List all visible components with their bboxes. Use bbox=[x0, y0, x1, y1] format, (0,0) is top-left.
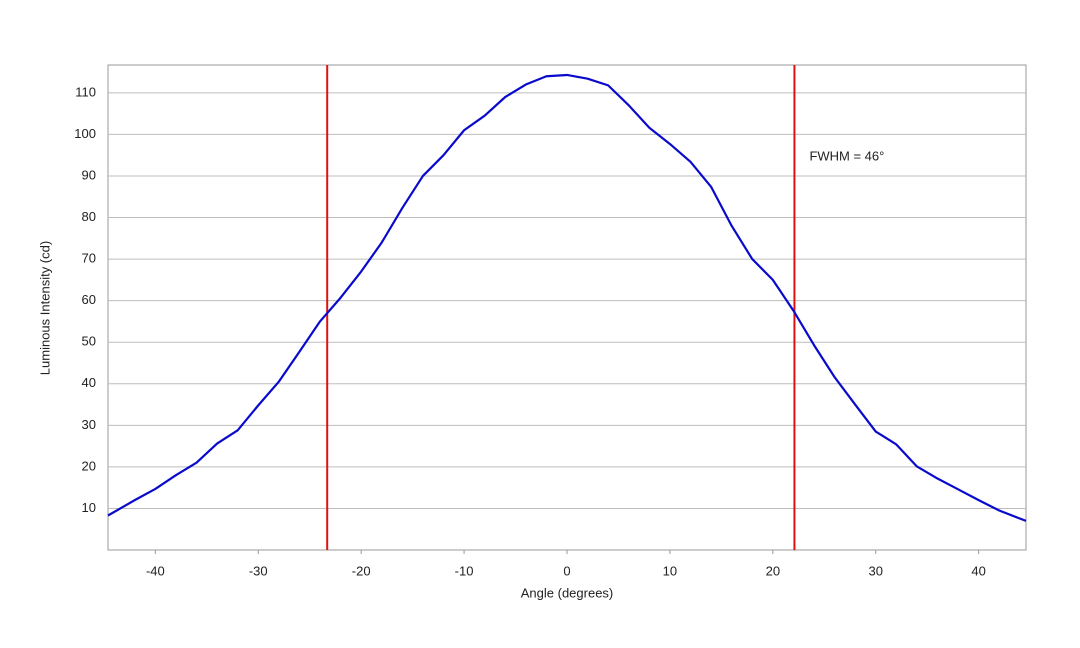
y-tick-label: 40 bbox=[82, 375, 96, 390]
y-tick-label: 20 bbox=[82, 458, 96, 473]
y-tick-label: 80 bbox=[82, 209, 96, 224]
x-tick-label: -40 bbox=[146, 563, 165, 578]
data-line bbox=[107, 73, 1027, 522]
x-tick-label: 10 bbox=[663, 563, 677, 578]
y-tick-label: 100 bbox=[74, 126, 96, 141]
y-tick-label: 70 bbox=[82, 251, 96, 266]
y-tick-label: 90 bbox=[82, 167, 96, 182]
x-tick-label: -30 bbox=[249, 563, 268, 578]
y-tick-label: 30 bbox=[82, 417, 96, 432]
x-axis-label: Angle (degrees) bbox=[521, 585, 614, 600]
y-axis-label: Luminous Intensity (cd) bbox=[37, 241, 52, 375]
x-tick-label: 0 bbox=[563, 563, 570, 578]
x-tick-label: -20 bbox=[352, 563, 371, 578]
x-tick-label: -10 bbox=[455, 563, 474, 578]
y-tick-label: 60 bbox=[82, 292, 96, 307]
y-tick-label: 50 bbox=[82, 334, 96, 349]
y-tick-label: 10 bbox=[82, 500, 96, 515]
x-tick-label: 40 bbox=[971, 563, 985, 578]
x-tick-label: 30 bbox=[869, 563, 883, 578]
x-tick-label: 20 bbox=[766, 563, 780, 578]
y-tick-label: 110 bbox=[75, 84, 96, 99]
plot-frame bbox=[107, 64, 1027, 551]
annotation: FWHM = 46° bbox=[809, 148, 884, 163]
